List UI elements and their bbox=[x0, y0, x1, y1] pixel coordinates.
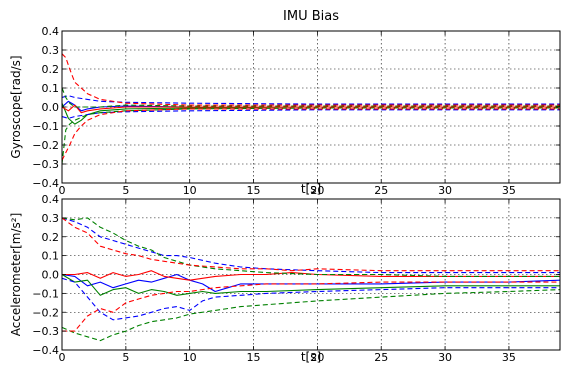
x-tick-label: 30 bbox=[438, 351, 452, 364]
series-line-estimate bbox=[62, 270, 560, 281]
y-tick-label: −0.3 bbox=[32, 325, 59, 338]
y-tick-label: 0.4 bbox=[42, 193, 60, 206]
accelerometer-panel: 0 5 10 15 20 25 30 35 −0.4 −0.3 −0.2 −0.1 0.0 0.1 0.2 0… bbox=[9, 193, 561, 364]
y-tick-label: 0.2 bbox=[42, 231, 60, 244]
y-tick-label: 0.0 bbox=[42, 101, 60, 114]
figure-title: IMU Bias bbox=[283, 9, 339, 24]
x-tick-label: 35 bbox=[502, 184, 516, 197]
y-tick-label: −0.3 bbox=[32, 158, 59, 171]
y-tick-label: 0.3 bbox=[42, 44, 60, 57]
y-tick-label: 0.2 bbox=[42, 63, 60, 76]
gyroscope-panel: 0 5 10 15 20 25 30 35 −0.4 −0.3 −0.2 −0.1 0.0 0.1 0.2 0… bbox=[9, 25, 561, 197]
x-tick-label: 35 bbox=[502, 351, 516, 364]
x-tick-label: 25 bbox=[374, 351, 388, 364]
series-group bbox=[62, 53, 560, 165]
x-tick-label: 10 bbox=[183, 351, 197, 364]
y-tick-label: 0.3 bbox=[42, 212, 60, 225]
x-tick-label: 25 bbox=[374, 184, 388, 197]
series-line-bound bbox=[62, 277, 560, 321]
series-line-bound bbox=[62, 95, 560, 105]
series-group bbox=[62, 217, 560, 342]
series-line-bound bbox=[62, 87, 560, 108]
series-line-estimate bbox=[62, 104, 560, 114]
x-tick-label: 15 bbox=[247, 351, 261, 364]
x-tick-label: 0 bbox=[59, 351, 66, 364]
series-line-bound bbox=[62, 217, 560, 274]
x-tick-label: 20 bbox=[310, 351, 324, 364]
series-line-bound bbox=[62, 217, 560, 277]
y-tick-label: 0.0 bbox=[42, 269, 60, 282]
x-tick-label: 20 bbox=[310, 184, 324, 197]
series-line-bound bbox=[62, 53, 560, 106]
y-tick-label: −0.1 bbox=[32, 287, 59, 300]
y-tick-label: 0.1 bbox=[42, 82, 60, 95]
series-line-estimate bbox=[62, 273, 560, 293]
x-axis-label: t[s] bbox=[301, 182, 321, 196]
x-tick-label: 15 bbox=[247, 184, 261, 197]
x-tick-label: 30 bbox=[438, 184, 452, 197]
x-tick-label: 0 bbox=[59, 184, 66, 197]
series-line-estimate bbox=[62, 274, 560, 296]
y-tick-label: −0.2 bbox=[32, 306, 59, 319]
series-line-bound bbox=[62, 107, 560, 165]
x-tick-label: 5 bbox=[122, 351, 129, 364]
y-axis-label: Accelerometer[m/s²] bbox=[9, 213, 23, 337]
series-line-bound bbox=[62, 281, 560, 332]
y-axis-label: Gyroscope[rad/s] bbox=[9, 55, 23, 158]
series-line-bound bbox=[62, 217, 560, 272]
x-tick-label: 5 bbox=[122, 184, 129, 197]
y-tick-label: −0.2 bbox=[32, 139, 59, 152]
y-tick-label: −0.1 bbox=[32, 120, 59, 133]
y-tick-label: −0.4 bbox=[32, 177, 59, 190]
series-line-bound bbox=[62, 289, 560, 342]
y-tick-label: 0.4 bbox=[42, 25, 60, 38]
y-tick-label: −0.4 bbox=[32, 344, 59, 357]
series-line-bound bbox=[62, 108, 560, 161]
series-line-bound bbox=[62, 109, 560, 119]
y-tick-label: 0.1 bbox=[42, 250, 60, 263]
x-axis-label: t[s] bbox=[301, 350, 321, 364]
x-tick-label: 10 bbox=[183, 184, 197, 197]
